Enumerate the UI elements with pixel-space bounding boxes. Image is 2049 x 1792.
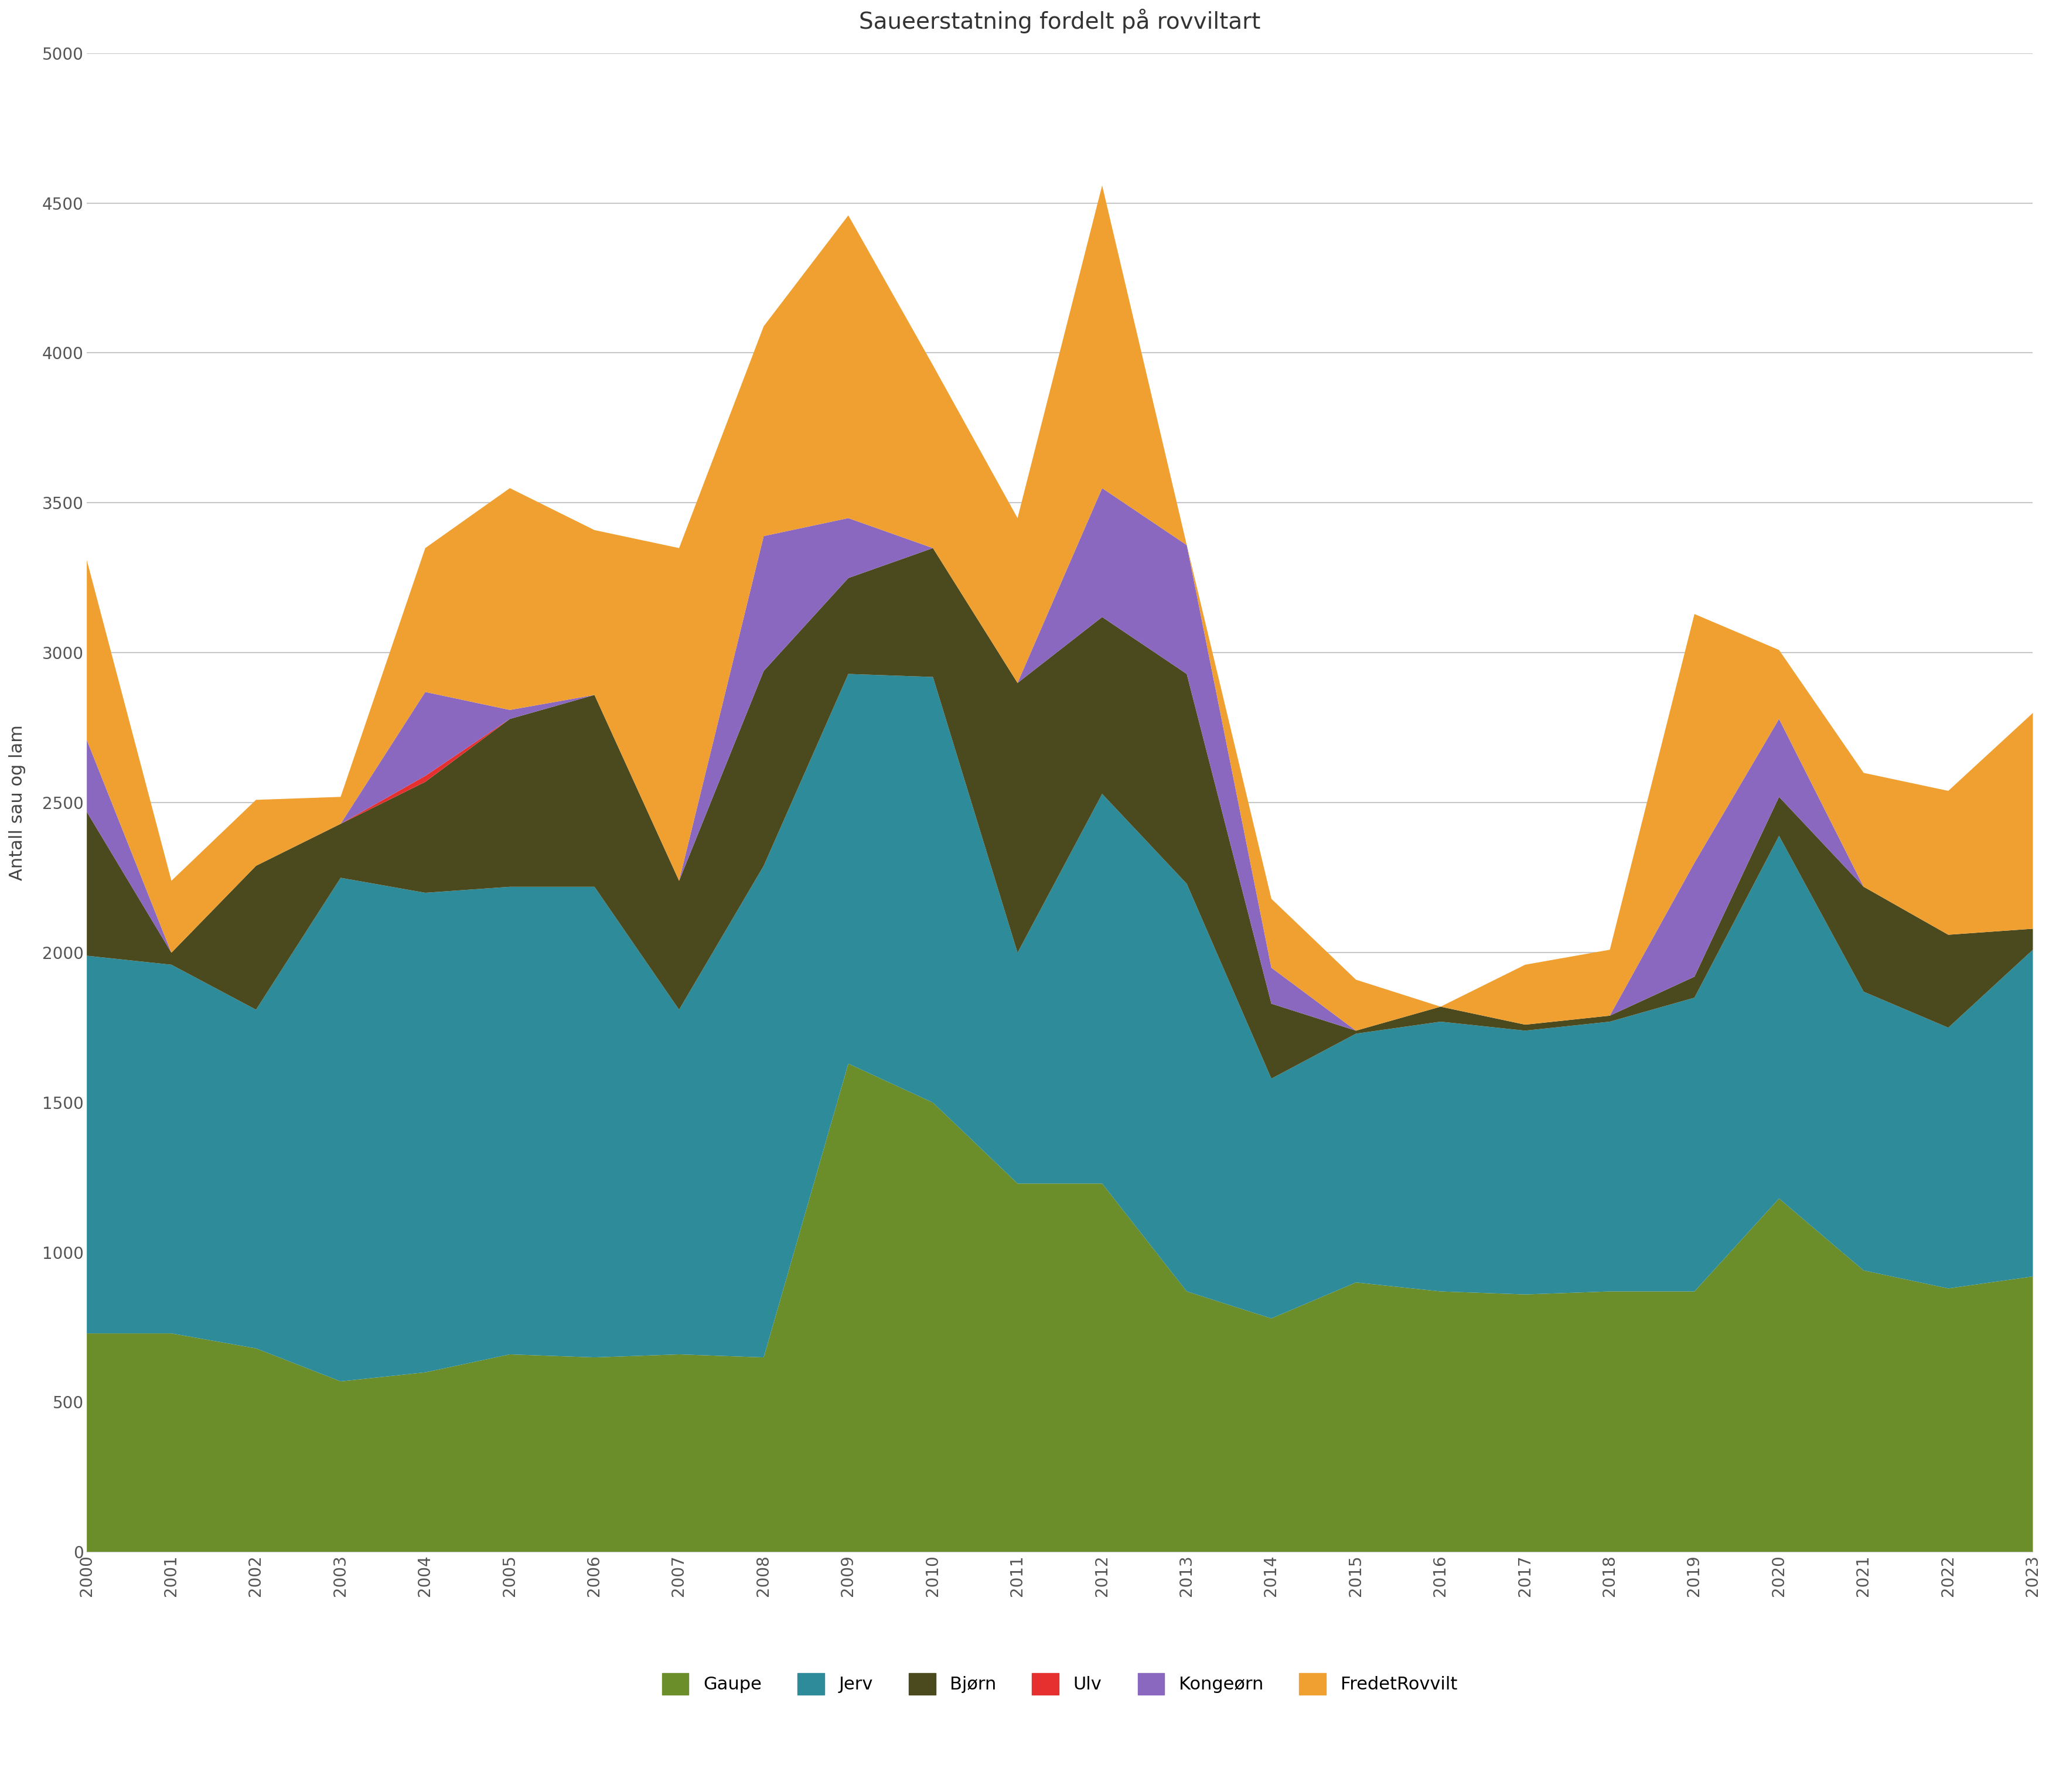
- Legend: Gaupe, Jerv, Bjørn, Ulv, Kongeørn, FredetRovvilt: Gaupe, Jerv, Bjørn, Ulv, Kongeørn, Frede…: [654, 1667, 1463, 1702]
- Title: Saueerstatning fordelt på rovviltart: Saueerstatning fordelt på rovviltart: [859, 9, 1260, 34]
- Y-axis label: Antall sau og lam: Antall sau og lam: [8, 724, 27, 880]
